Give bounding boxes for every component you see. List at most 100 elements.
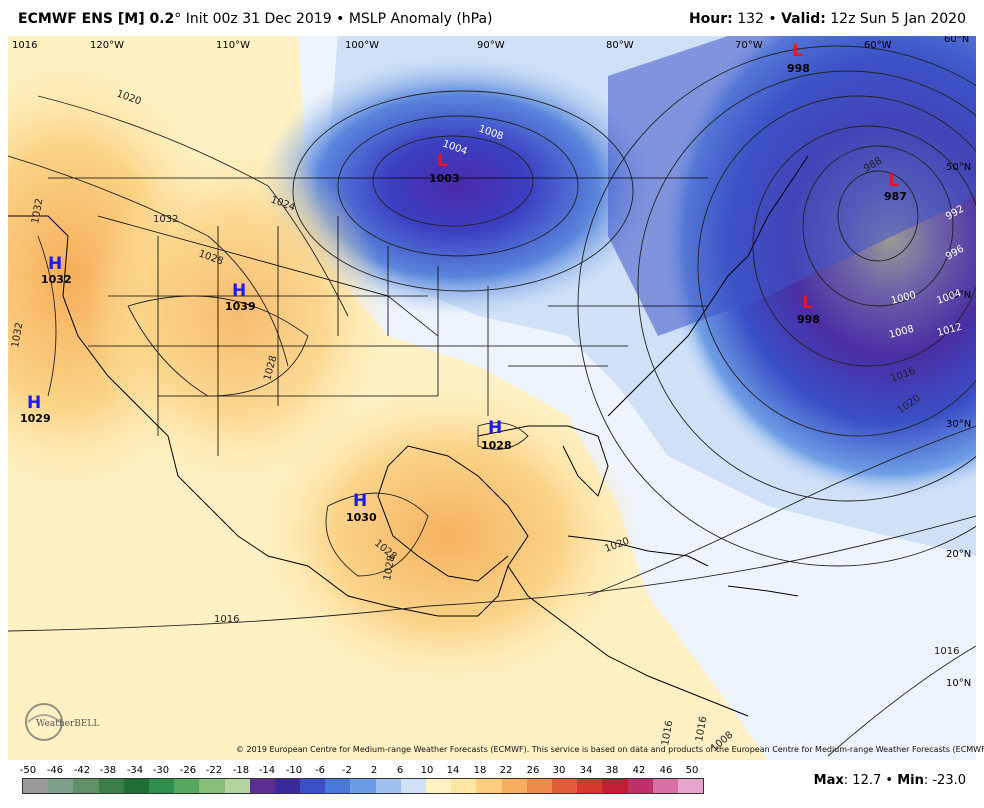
high-value: 1032	[41, 273, 72, 286]
borders	[48, 177, 708, 456]
colorbar-tick: -46	[46, 765, 64, 776]
colorbar-tick: 6	[396, 765, 404, 776]
colorbar-swatch	[602, 779, 628, 793]
lat-label: 50°N	[946, 162, 971, 173]
high-value: 1029	[20, 412, 51, 425]
lon-label: 90°W	[477, 40, 505, 51]
chart-title: ECMWF ENS [M] 0.2° Init 00z 31 Dec 2019 …	[18, 11, 493, 27]
high-value: 1030	[346, 511, 377, 524]
high-marker: H	[353, 491, 367, 511]
colorbar-swatch	[526, 779, 552, 793]
colorbar-tick: 50	[685, 765, 699, 776]
high-marker: H	[27, 393, 41, 413]
header: ECMWF ENS [M] 0.2° Init 00z 31 Dec 2019 …	[0, 0, 984, 36]
map-canvas: 120°W 110°W 100°W 90°W 80°W 70°W 60°W 60…	[8, 36, 976, 760]
colorbar-swatch	[476, 779, 502, 793]
lon-label: 70°W	[735, 40, 763, 51]
colorbar-tick: -38	[99, 765, 117, 776]
separator: •	[881, 773, 898, 788]
colorbar-swatch	[325, 779, 351, 793]
isobar-label: 1016	[214, 614, 239, 625]
model-name: ECMWF ENS [M] 0.2	[18, 11, 175, 27]
colorbar-swatch	[98, 779, 124, 793]
colorbar-tick: 10	[420, 765, 434, 776]
colorbar-tick: -34	[126, 765, 144, 776]
low-marker: L	[437, 151, 448, 171]
colorbar-swatch	[48, 779, 74, 793]
colorbar-tick: -14	[258, 765, 276, 776]
low-value: 998	[797, 313, 820, 326]
high-markers: H 1032 H 1039 H 1029 H 1028 H 1030	[20, 254, 512, 524]
high-value: 1028	[481, 439, 512, 452]
colorbar-footer: -50 -46 -42 -38 -34 -30 -26 -22 -18 -14 …	[0, 760, 984, 808]
colorbar-swatch	[400, 779, 426, 793]
colorbar-tick: -10	[285, 765, 303, 776]
isobar-label: 1016	[934, 646, 959, 657]
lat-label: 10°N	[946, 678, 971, 689]
colorbar-swatch	[199, 779, 225, 793]
corner-isobar-label: 1016	[12, 40, 37, 51]
colorbar-tick: 26	[526, 765, 540, 776]
low-markers: L 1003 L 998 L 987 L 998	[429, 41, 907, 326]
logo-text: WeatherBELL	[36, 719, 99, 729]
low-value: 998	[787, 62, 810, 75]
lat-label: 60°N	[944, 36, 969, 45]
colorbar-tick: 18	[473, 765, 487, 776]
colorbar-tick: -6	[315, 765, 325, 776]
field-name: MSLP Anomaly (hPa)	[348, 11, 493, 27]
isobar-label: 1032	[10, 322, 25, 349]
min-value: : -23.0	[923, 773, 966, 788]
min-label: Min	[897, 773, 924, 788]
colorbar-tick: -26	[179, 765, 197, 776]
colorbar-tick: 2	[370, 765, 378, 776]
lon-label: 80°W	[606, 40, 634, 51]
weatherbell-logo: WeatherBELL	[22, 700, 112, 744]
colorbar-swatch	[174, 779, 200, 793]
init-time: Init 00z 31 Dec 2019	[181, 11, 332, 27]
colorbar-swatch	[426, 779, 452, 793]
colorbar-swatch	[300, 779, 326, 793]
lat-label: 40°N	[946, 290, 971, 301]
lat-label: 20°N	[946, 549, 971, 560]
longitude-labels: 120°W 110°W 100°W 90°W 80°W 70°W 60°W	[90, 40, 892, 51]
valid-value: 12z Sun 5 Jan 2020	[825, 11, 966, 27]
colorbar-tick: 14	[446, 765, 460, 776]
colorbar-swatch	[123, 779, 149, 793]
low-marker: L	[802, 293, 813, 313]
colorbar-tick: -42	[73, 765, 91, 776]
colorbar-tick: 46	[659, 765, 673, 776]
low-marker: L	[792, 41, 803, 61]
lon-label: 110°W	[216, 40, 250, 51]
valid-time: Hour: 132 • Valid: 12z Sun 5 Jan 2020	[689, 11, 966, 27]
separator: •	[763, 11, 782, 27]
colorbar-tick: 30	[552, 765, 566, 776]
low-anomaly-band	[608, 36, 976, 336]
high-marker: H	[48, 254, 62, 274]
isobars	[8, 45, 976, 757]
max-min-stats: Max: 12.7 • Min: -23.0	[814, 773, 966, 788]
high-marker: H	[488, 418, 502, 438]
colorbar-tick: 34	[579, 765, 593, 776]
high-anomaly-gulf	[258, 386, 638, 686]
high-value: 1039	[225, 300, 256, 313]
colorbar-swatch	[677, 779, 704, 793]
forecast-map[interactable]: 120°W 110°W 100°W 90°W 80°W 70°W 60°W 60…	[8, 36, 976, 760]
colorbar-swatch	[652, 779, 678, 793]
hour-label: Hour:	[688, 11, 733, 27]
colorbar-swatch	[577, 779, 603, 793]
isobar-label: 1032	[153, 214, 178, 225]
colorbar-swatch	[23, 779, 49, 793]
colorbar-tick: -2	[342, 765, 352, 776]
high-anomaly-rockies	[88, 146, 388, 486]
colorbar-swatch	[350, 779, 376, 793]
colorbar-tick: 38	[605, 765, 619, 776]
low-value: 987	[884, 190, 907, 203]
isobar-label: 1032	[30, 198, 45, 225]
isobar-label: 1028	[382, 555, 397, 582]
colorbar-tick: 42	[632, 765, 646, 776]
colorbar-tick: 22	[499, 765, 513, 776]
colorbar-swatch	[451, 779, 477, 793]
colorbar-tick: -50	[19, 765, 37, 776]
lat-label: 30°N	[946, 419, 971, 430]
degree-sign: °	[174, 11, 182, 27]
